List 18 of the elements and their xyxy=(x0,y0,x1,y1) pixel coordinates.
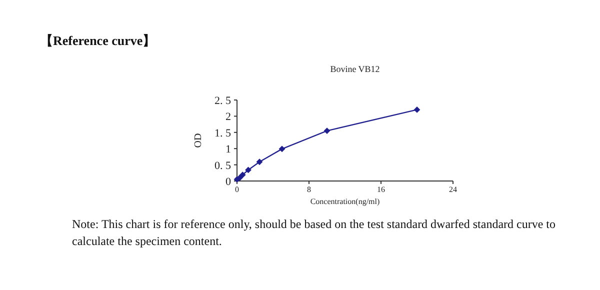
x-tick-label: 16 xyxy=(377,185,385,194)
y-tick-label: 1 xyxy=(226,144,231,156)
y-tick-label: 1. 5 xyxy=(214,127,232,140)
point xyxy=(256,158,263,166)
chart-title: Bovine VB12 xyxy=(330,64,380,74)
point xyxy=(278,146,286,152)
y-tick-label: 2 xyxy=(226,111,231,124)
y-tick-label: 0. 5 xyxy=(214,160,232,172)
y-tick-label: 2. 5 xyxy=(214,95,232,107)
x-tick-label: 24 xyxy=(449,185,457,194)
point xyxy=(236,174,244,181)
x-axis-title: Concentration(ng/ml) xyxy=(310,197,380,206)
x-tick-label: 0 xyxy=(235,185,239,194)
point xyxy=(239,172,246,178)
text: Note: This chart is for reference only, should be based on the test standard dwarfed standard curve to calculate the specimen content. xyxy=(72,216,557,250)
x-tick-label: 8 xyxy=(307,185,311,194)
y-axis-title: OD xyxy=(193,133,204,148)
text: 【Reference curve】 xyxy=(40,33,156,48)
